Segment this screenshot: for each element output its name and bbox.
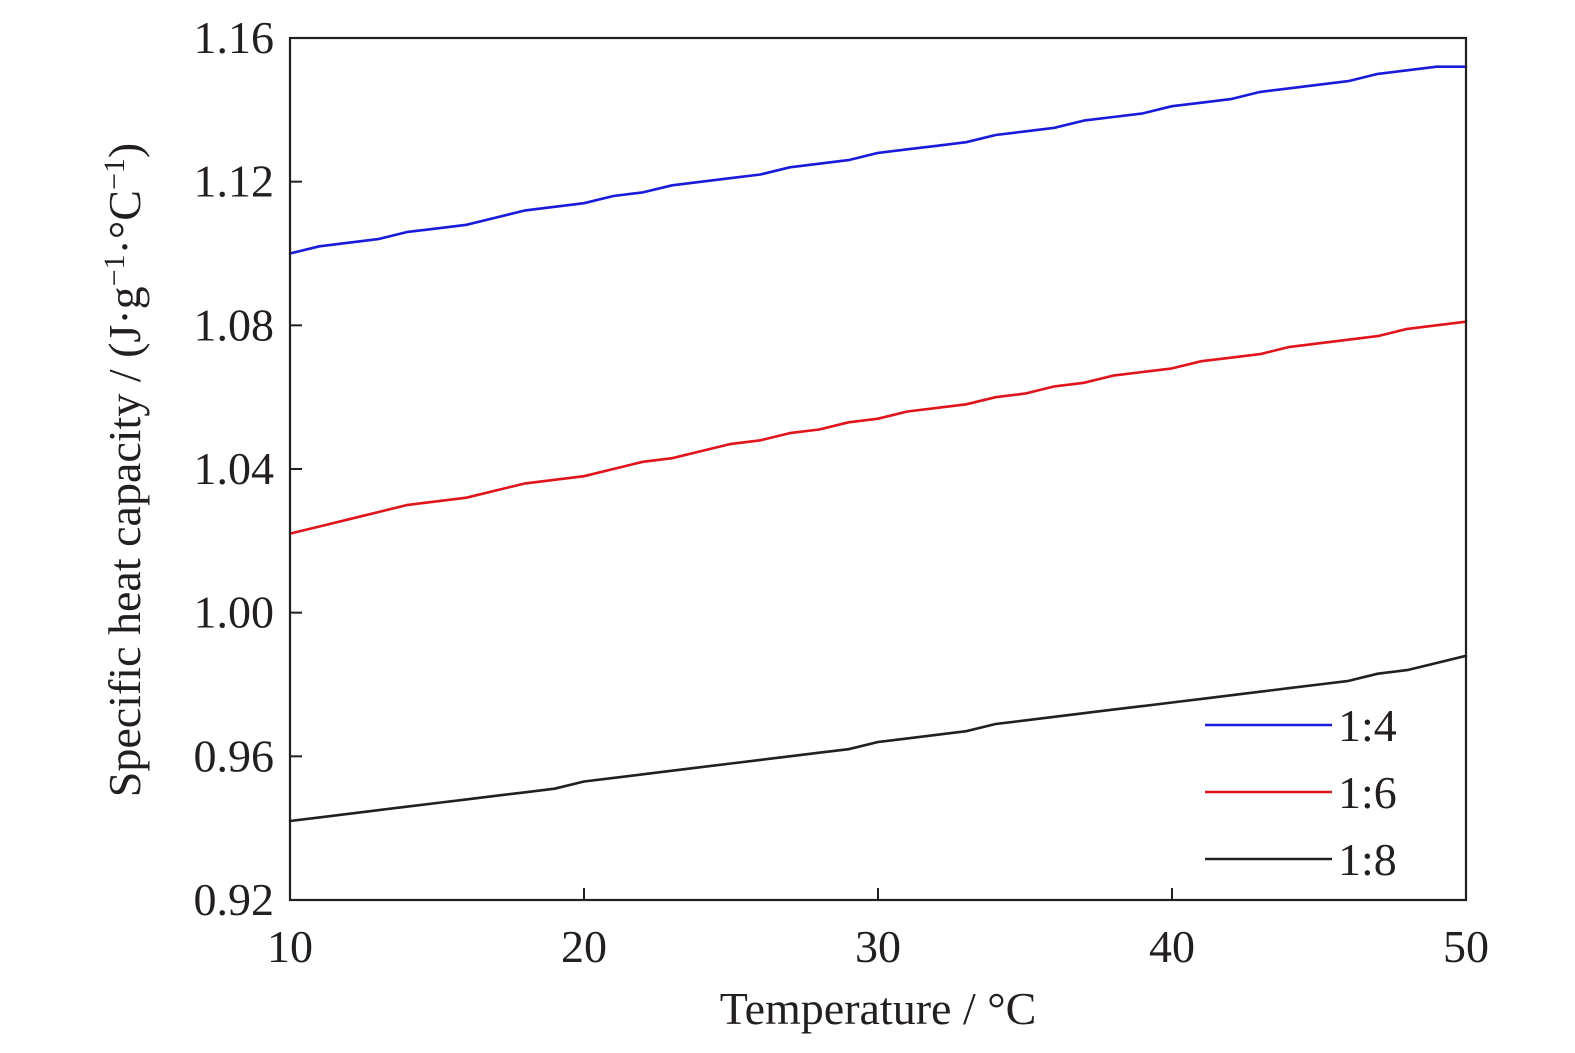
legend-label-3: 1:8	[1338, 834, 1397, 885]
legend: 1:4 1:6 1:8	[1205, 700, 1397, 885]
y-tick-label: 1.00	[194, 587, 275, 638]
legend-label-1: 1:4	[1338, 700, 1397, 751]
legend-label-2: 1:6	[1338, 767, 1397, 818]
x-tick-label: 10	[267, 921, 313, 972]
x-axis-label: Temperature / °C	[720, 983, 1037, 1034]
y-tick-label: 0.92	[194, 874, 275, 925]
y-tick-label: 1.16	[194, 12, 275, 63]
series-line-3	[288, 654, 1468, 823]
series-line-1	[288, 65, 1468, 255]
plot-area-frame	[288, 36, 1468, 902]
x-tick-label: 40	[1149, 921, 1195, 972]
series-lines	[288, 65, 1468, 823]
series-line-2	[288, 320, 1468, 535]
y-tick-label: 1.04	[194, 443, 275, 494]
x-tick-label: 30	[855, 921, 901, 972]
y-axis-label: Specific heat capacity / (J·g−1·°C−1)	[98, 143, 151, 797]
x-tick-label: 20	[561, 921, 607, 972]
axis-ticks: 10 20 30 40 50 0.92 0.96 1.00 1.04 1.08 1.12 1.16	[194, 12, 1490, 972]
y-tick-label: 1.08	[194, 299, 275, 350]
y-tick-label: 1.12	[194, 156, 275, 207]
y-tick-label: 0.96	[194, 730, 275, 781]
x-tick-label: 50	[1443, 921, 1489, 972]
